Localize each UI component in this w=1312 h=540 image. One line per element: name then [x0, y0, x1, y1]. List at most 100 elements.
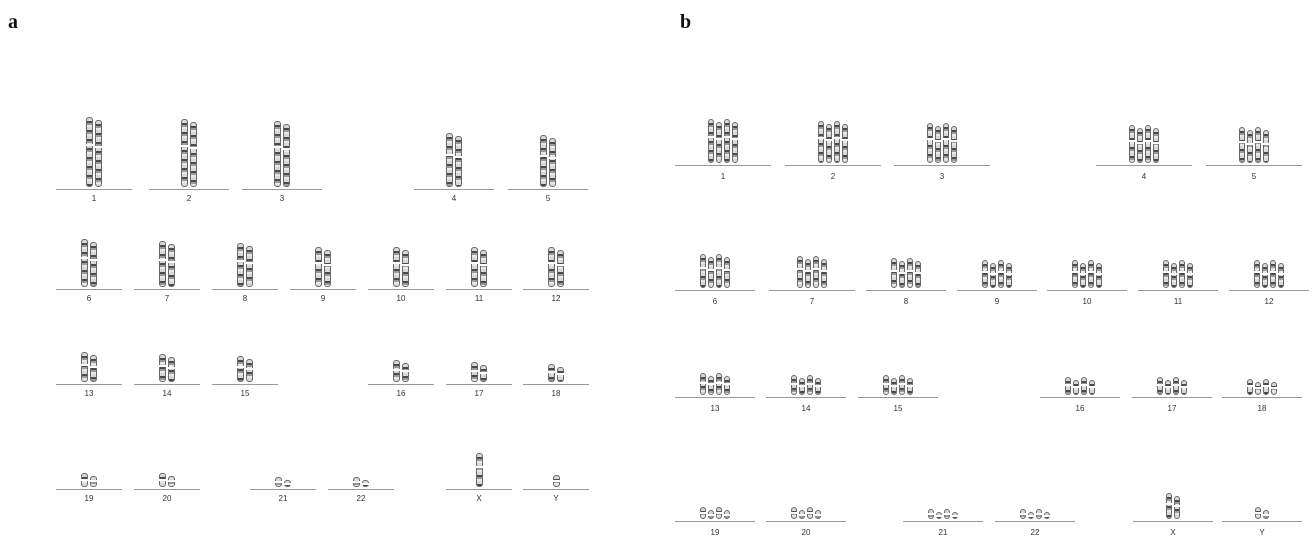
chromosome-number: 4 — [451, 194, 457, 203]
chromosome-group-2: 2 — [785, 108, 881, 181]
baseline — [1206, 165, 1302, 166]
chromosome-copy — [81, 473, 88, 487]
chromosome-copy — [393, 360, 400, 382]
chromosome-number: 13 — [84, 389, 94, 398]
chromosome-copy — [891, 378, 897, 395]
baseline — [1133, 521, 1213, 522]
chromosome-copy — [982, 260, 988, 288]
chromosome-copy — [402, 250, 409, 287]
chromosome-copy — [181, 119, 188, 187]
chromosome-copy — [936, 512, 942, 519]
chromosome-number: 8 — [903, 297, 909, 306]
chromosome-number: 3 — [279, 194, 285, 203]
chromosome-copy — [1153, 128, 1159, 163]
chromosome-copies — [675, 373, 755, 395]
chromosome-copies — [56, 352, 122, 382]
chromosome-copy — [1171, 263, 1177, 288]
chromosome-copy — [700, 507, 706, 519]
baseline — [903, 521, 983, 522]
chromosome-copy — [353, 477, 360, 487]
chromosome-copy — [834, 121, 840, 163]
chromosome-number: 19 — [84, 494, 94, 503]
chromosome-number: 20 — [801, 528, 811, 537]
chromosome-copy — [283, 124, 290, 187]
baseline — [134, 384, 200, 385]
chromosome-group-8: 8 — [866, 245, 946, 306]
baseline — [56, 384, 122, 385]
baseline — [523, 489, 589, 490]
chromosome-copy — [1065, 377, 1071, 395]
chromosome-copies — [134, 473, 200, 487]
panel-b-label: b — [680, 11, 692, 33]
chromosome-copy — [86, 117, 93, 187]
chromosome-copies — [149, 119, 229, 187]
chromosome-number: 18 — [1257, 404, 1267, 413]
chromosome-group-1: 1 — [675, 108, 771, 181]
chromosome-copy — [549, 138, 556, 187]
chromosome-copy — [1096, 263, 1102, 288]
chromosome-copy — [548, 364, 555, 382]
chromosome-copy — [700, 254, 706, 288]
chromosome-group-15: 15 — [858, 360, 938, 413]
chromosome-group-13: 13 — [675, 360, 755, 413]
chromosome-copies — [523, 364, 589, 382]
chromosome-copies — [523, 247, 589, 287]
chromosome-copies — [446, 362, 512, 382]
chromosome-copy — [557, 250, 564, 287]
chromosome-copy — [807, 375, 813, 395]
chromosome-copies — [957, 260, 1037, 288]
baseline — [858, 397, 938, 398]
chromosome-copy — [915, 261, 921, 288]
chromosome-copies — [290, 247, 356, 287]
baseline — [1229, 290, 1309, 291]
chromosome-copies — [368, 247, 434, 287]
chromosome-number: 16 — [396, 389, 406, 398]
chromosome-copy — [883, 375, 889, 395]
chromosome-copy — [471, 362, 478, 382]
chromosome-copy — [540, 135, 547, 187]
chromosome-copies — [675, 119, 771, 163]
chromosome-copy — [475, 453, 483, 487]
chromosome-number: 17 — [1167, 404, 1177, 413]
chromosome-copy — [1129, 125, 1135, 163]
chromosome-copy — [791, 507, 797, 519]
chromosome-copy — [944, 509, 950, 519]
chromosome-group-18: 18 — [523, 345, 589, 398]
chromosome-group-8: 8 — [212, 230, 278, 303]
panel-a-label: a — [8, 11, 18, 33]
baseline — [675, 290, 755, 291]
chromosome-number: 17 — [474, 389, 484, 398]
baseline — [675, 521, 755, 522]
chromosome-group-15: 15 — [212, 345, 278, 398]
chromosome-copy — [716, 373, 722, 395]
chromosome-copies — [242, 121, 322, 187]
chromosome-copy — [393, 247, 400, 287]
chromosome-copies — [1138, 260, 1218, 288]
baseline — [1138, 290, 1218, 291]
chromosome-copy — [952, 512, 958, 519]
chromosome-copy — [284, 480, 291, 487]
chromosome-copy — [480, 365, 487, 382]
chromosome-copy — [990, 263, 996, 288]
chromosome-group-18: 18 — [1222, 360, 1302, 413]
baseline — [1040, 397, 1120, 398]
chromosome-copies — [903, 509, 983, 519]
chromosome-copies — [1222, 379, 1302, 395]
chromosome-group-6: 6 — [675, 245, 755, 306]
chromosome-copies — [675, 254, 755, 288]
chromosome-number: 20 — [162, 494, 172, 503]
chromosome-number: 19 — [710, 528, 720, 537]
chromosome-number: 22 — [356, 494, 366, 503]
chromosome-copy — [907, 378, 913, 395]
chromosome-copy — [899, 261, 905, 288]
chromosome-copies — [858, 375, 938, 395]
chromosome-group-3: 3 — [242, 100, 322, 203]
chromosome-copy — [813, 256, 819, 288]
chromosome-copy — [324, 250, 331, 287]
chromosome-copy — [159, 473, 166, 487]
chromosome-copy — [190, 122, 197, 187]
baseline — [995, 521, 1075, 522]
chromosome-copy — [237, 243, 244, 287]
chromosome-group-6: 6 — [56, 230, 122, 303]
chromosome-copies — [56, 473, 122, 487]
